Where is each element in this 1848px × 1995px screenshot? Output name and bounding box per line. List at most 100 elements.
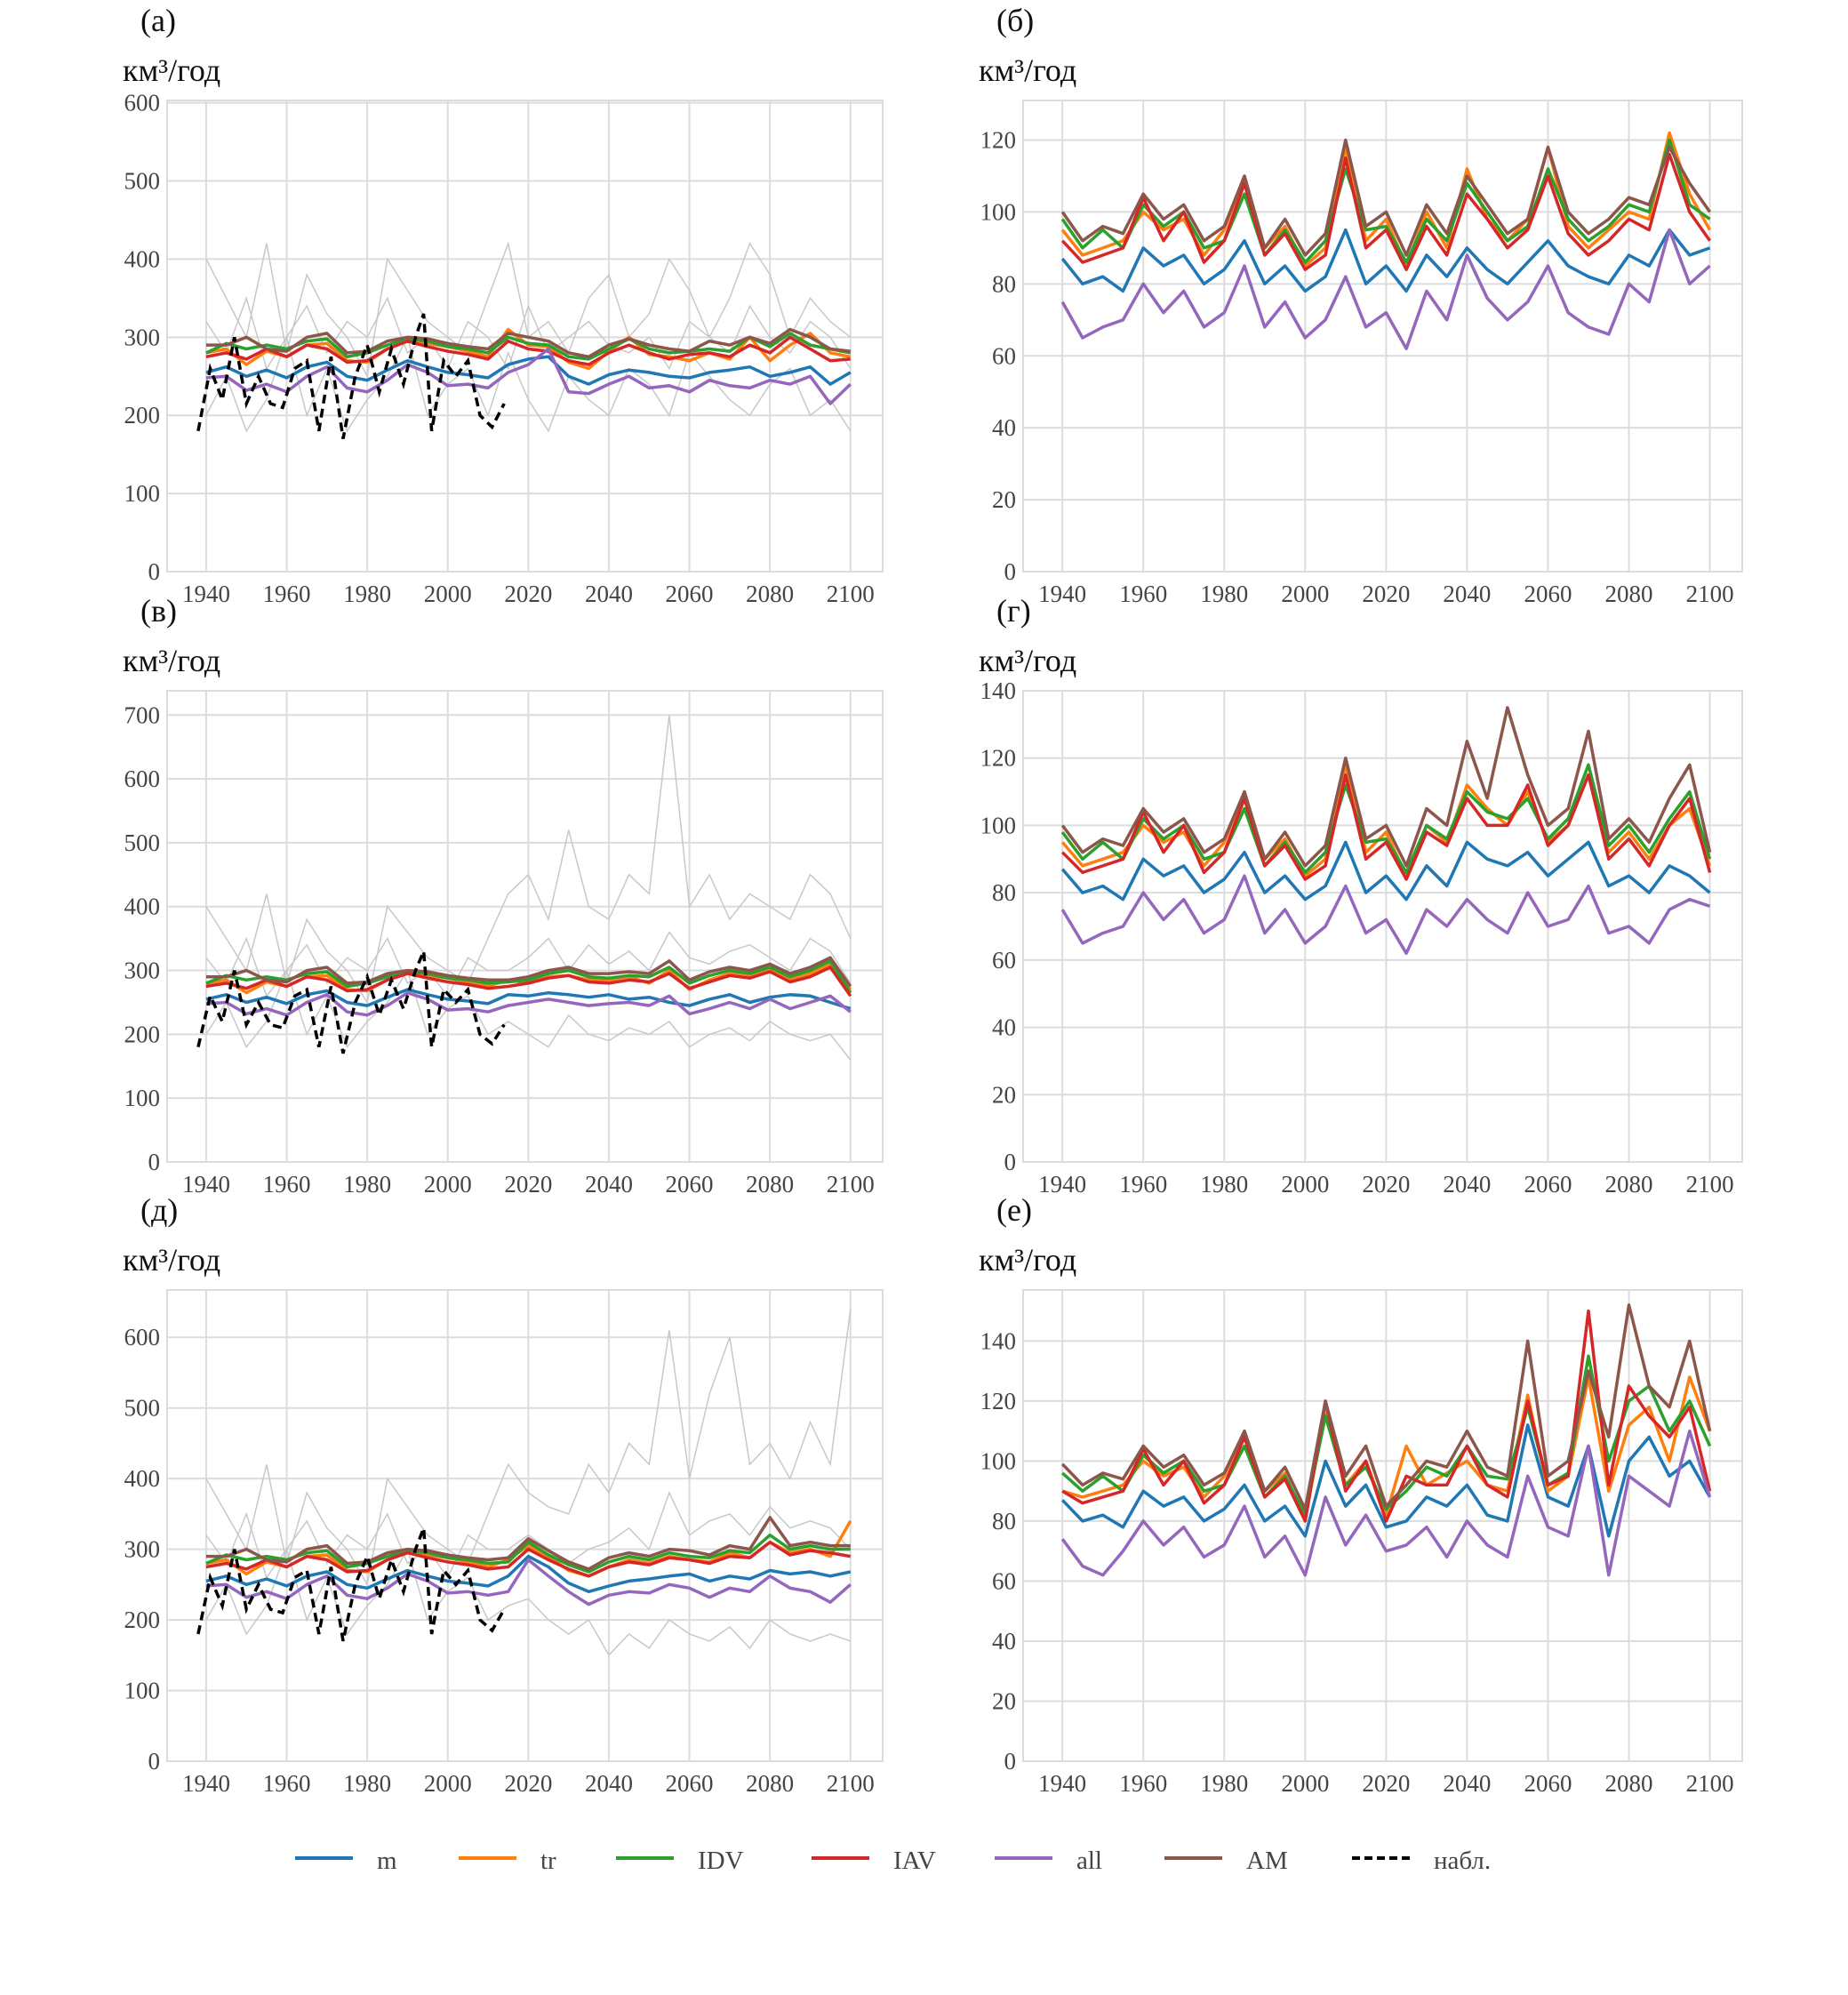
x-tick-label: 2040 [585,1171,633,1198]
y-tick-label: 140 [980,1327,1017,1354]
x-tick-label: 1940 [182,1770,230,1797]
series-line-IDV [1060,763,1712,875]
y-tick-label: 100 [124,480,161,507]
legend-item: IDV [616,1847,744,1875]
y-tick-label: 0 [148,558,161,585]
series-line-IAV [205,335,851,366]
y-tick-label: 500 [124,1395,161,1422]
x-tick-label: 2040 [1443,1770,1491,1797]
x-tick-label: 2000 [1281,1171,1329,1198]
x-tick-label: 2000 [424,1171,472,1198]
y-axis-label: км³/год [123,52,220,88]
legend: m tr IDV IAV all AM набл. [295,1847,1491,1875]
y-tick-label: 60 [992,1567,1016,1594]
y-tick-label: 200 [124,1021,161,1047]
series-line-tr [1060,131,1712,268]
x-tick-label: 2020 [504,1770,552,1797]
x-tick-label: 1960 [263,581,311,607]
panel-label: (е) [996,1192,1032,1228]
y-tick-label: 60 [992,947,1016,973]
y-tick-label: 0 [1004,1748,1017,1775]
plot-area [1022,100,1743,573]
y-tick-label: 100 [124,1085,161,1111]
series-line-all [205,1558,852,1606]
x-tick-label: 1940 [1038,581,1086,607]
series-line-tr [1061,1375,1712,1523]
legend-item: IAV [812,1847,936,1875]
y-tick-label: 40 [992,414,1016,441]
x-tick-label: 1980 [1200,1171,1248,1198]
y-tick-label: 600 [124,90,161,116]
plot-area [1022,690,1743,1163]
x-tick-label: 2080 [1605,1171,1653,1198]
series-line-IAV [1060,773,1712,881]
series-line-IDV [205,332,852,361]
y-tick-label: 20 [992,1081,1016,1108]
panel-label: (б) [996,3,1034,38]
legend-item: AM [1164,1847,1288,1875]
y-tick-label: 120 [980,127,1017,154]
y-tick-label: 600 [124,1324,161,1350]
series-line-observed [196,1527,506,1642]
x-tick-label: 1960 [1119,1171,1167,1198]
y-axis-label: км³/год [979,643,1076,678]
y-tick-label: 200 [124,402,161,429]
legend-item: набл. [1352,1847,1491,1875]
x-tick-label: 2000 [424,581,472,607]
series-line-m [205,1554,852,1594]
y-tick-label: 0 [148,1748,161,1775]
series-line-m [205,988,852,1011]
ensemble-member-line [205,1491,852,1580]
series-line-m [1060,1423,1712,1538]
series-line-AM [205,1516,851,1571]
y-tick-label: 300 [124,957,161,984]
y-tick-label: 100 [124,1678,161,1704]
x-tick-label: 2040 [1443,581,1491,607]
x-tick-label: 1980 [343,1770,391,1797]
x-tick-label: 2080 [746,581,794,607]
x-tick-label: 2040 [585,581,633,607]
x-tick-label: 1940 [182,581,230,607]
y-tick-label: 400 [124,1465,161,1492]
x-tick-label: 2000 [1281,581,1329,607]
x-tick-label: 2100 [1686,1770,1734,1797]
x-tick-label: 1960 [1119,1770,1167,1797]
x-tick-label: 2100 [1686,1171,1734,1198]
y-tick-label: 100 [980,812,1017,838]
series-line-all [205,347,852,405]
x-tick-label: 1940 [182,1171,230,1198]
y-axis-label: км³/год [123,643,220,678]
series-line-AM [205,956,852,988]
legend-label: IDV [698,1847,744,1875]
x-tick-label: 2100 [827,1171,875,1198]
x-tick-label: 2060 [1524,1770,1572,1797]
y-tick-label: 0 [1004,558,1017,585]
ensemble-member-line [205,295,852,371]
x-tick-label: 1980 [343,1171,391,1198]
x-tick-label: 2000 [1281,1770,1329,1797]
legend-label: tr [540,1847,556,1875]
x-tick-label: 1940 [1038,1770,1086,1797]
series-line-IAV [205,965,852,998]
y-tick-label: 300 [124,1536,161,1563]
y-tick-label: 500 [124,829,161,856]
legend-label: IAV [893,1847,936,1875]
x-tick-label: 2040 [585,1770,633,1797]
legend-item: m [295,1847,397,1875]
series-line-all [1060,228,1711,350]
y-axis-label: км³/год [979,1242,1076,1278]
y-tick-label: 200 [124,1606,161,1633]
y-tick-label: 140 [980,677,1017,704]
x-tick-label: 2060 [1524,581,1572,607]
x-tick-label: 2040 [1443,1171,1491,1198]
y-tick-label: 80 [992,1508,1016,1534]
y-tick-label: 80 [992,270,1016,297]
y-tick-label: 120 [980,745,1017,772]
panel-label: (а) [140,3,176,38]
y-tick-label: 600 [124,765,161,792]
x-tick-label: 1980 [1200,581,1248,607]
series-line-IAV [1060,152,1712,271]
panel-label: (д) [140,1192,178,1228]
